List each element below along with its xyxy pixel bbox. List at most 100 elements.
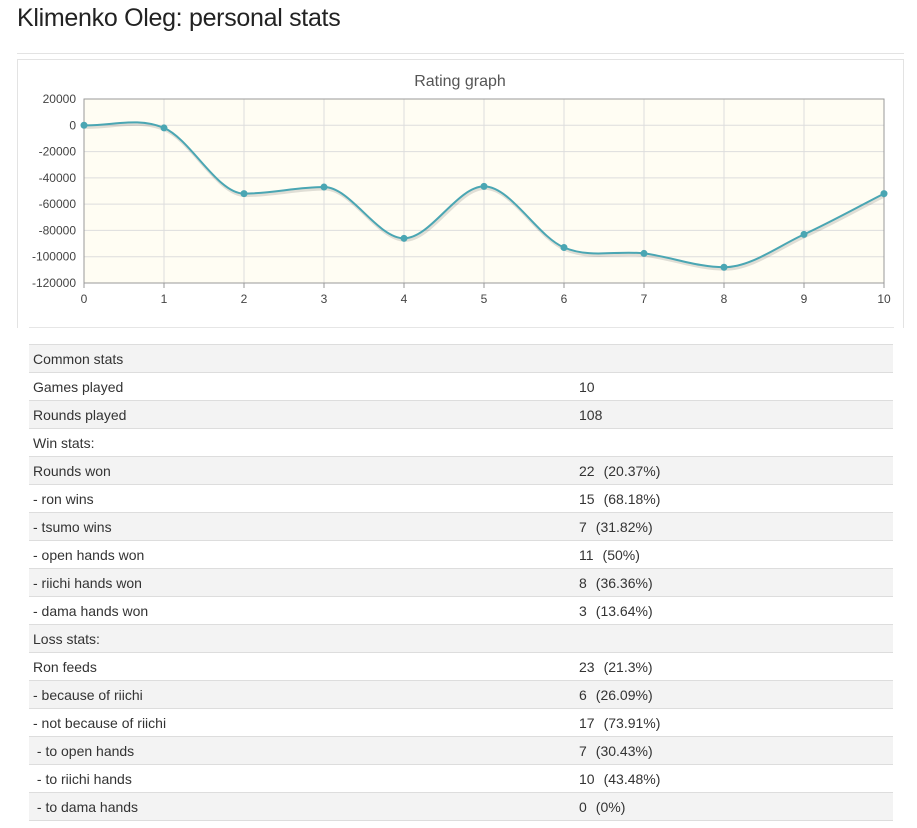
y-tick-label: -40000 (39, 171, 77, 185)
stat-value-cell: 0 (0%) (575, 792, 893, 821)
x-tick-label: 8 (721, 292, 728, 306)
stats-row: - tsumo wins 7 (31.82%) (29, 512, 893, 541)
stat-value-cell: 11 (50%) (575, 540, 893, 569)
x-tick-label: 1 (161, 292, 168, 306)
data-point (160, 124, 168, 132)
stats-row: - ron wins 15 (68.18%) (29, 484, 893, 513)
x-tick-label: 5 (481, 292, 488, 306)
stat-value-cell: 6 (26.09%) (575, 680, 893, 709)
stat-label-text: - dama hands won (33, 602, 149, 619)
stat-value: 108 (579, 406, 603, 423)
stat-value: 10 (579, 770, 595, 787)
stat-label-text: - tsumo wins (33, 518, 112, 535)
stat-percentage: (50%) (602, 546, 640, 563)
data-point (800, 230, 808, 238)
stats-table: Common stats Games played 10 Rounds played 1… (29, 344, 893, 821)
stat-percentage: (13.64%) (595, 602, 653, 619)
stat-percentage: (30.43%) (595, 742, 653, 759)
stats-row: Win stats: (29, 428, 893, 457)
stat-label: Rounds played (29, 400, 575, 429)
stat-value-cell: 7 (31.82%) (575, 512, 893, 541)
x-tick-label: 2 (241, 292, 248, 306)
stat-value-cell (575, 344, 893, 373)
stat-value: 7 (579, 518, 587, 535)
stat-label: - to open hands (29, 736, 575, 765)
stat-percentage: (36.36%) (595, 574, 653, 591)
y-tick-label: 0 (69, 118, 76, 132)
stat-label: - dama hands won (29, 596, 575, 625)
y-tick-label: 20000 (43, 92, 77, 106)
y-tick-label: -20000 (39, 145, 77, 159)
stat-value: 10 (579, 378, 595, 395)
stat-percentage: (68.18%) (603, 490, 661, 507)
stat-label-text: Ron feeds (33, 658, 97, 675)
stat-value-cell: 17 (73.91%) (575, 708, 893, 737)
y-tick-label: -80000 (39, 223, 77, 237)
page-title: Klimenko Oleg: personal stats (17, 4, 341, 32)
stat-label-text: - riichi hands won (33, 574, 142, 591)
stat-percentage: (73.91%) (603, 714, 661, 731)
stat-value-cell: 15 (68.18%) (575, 484, 893, 513)
stat-label: - riichi hands won (29, 568, 575, 597)
stats-row: - to dama hands 0 (0%) (29, 792, 893, 821)
x-tick-label: 3 (321, 292, 328, 306)
x-tick-label: 0 (81, 292, 88, 306)
stat-label: - not because of riichi (29, 708, 575, 737)
stat-label: Games played (29, 372, 575, 401)
stat-label: - open hands won (29, 540, 575, 569)
stat-label-text: - to riichi hands (33, 770, 132, 787)
stat-value-cell: 8 (36.36%) (575, 568, 893, 597)
y-tick-label: -60000 (39, 197, 77, 211)
stat-value: 7 (579, 742, 587, 759)
stat-value: 17 (579, 714, 595, 731)
stat-value-cell (575, 624, 893, 653)
chart-title: Rating graph (414, 73, 506, 90)
stat-value: 3 (579, 602, 587, 619)
stat-percentage: (20.37%) (603, 462, 661, 479)
y-tick-label: -100000 (32, 250, 76, 264)
stat-value: 15 (579, 490, 595, 507)
rating-graph-panel (17, 59, 904, 328)
stat-label: Ron feeds (29, 652, 575, 681)
stat-value-cell: 22 (20.37%) (575, 456, 893, 485)
stats-row: - not because of riichi 17 (73.91%) (29, 708, 893, 737)
stat-value-cell: 10 (43.48%) (575, 764, 893, 793)
stat-value: 8 (579, 574, 587, 591)
stat-label: - ron wins (29, 484, 575, 513)
stats-row: Rounds played 108 (29, 400, 893, 429)
data-point (240, 190, 248, 198)
data-point (480, 182, 488, 190)
data-point (400, 234, 408, 242)
stat-label: - to dama hands (29, 792, 575, 821)
stat-percentage: (26.09%) (595, 686, 653, 703)
x-tick-label: 10 (877, 292, 891, 306)
stat-value: 11 (579, 546, 594, 563)
data-point (720, 263, 728, 271)
stat-label-text: - because of riichi (33, 686, 143, 703)
y-tick-label: -120000 (32, 276, 76, 290)
stat-label-text: Games played (33, 378, 124, 395)
stats-row: - to riichi hands 10 (43.48%) (29, 764, 893, 793)
stats-row: - because of riichi 6 (26.09%) (29, 680, 893, 709)
stat-label-text: - open hands won (33, 546, 145, 563)
stat-label: Loss stats: (29, 624, 575, 653)
stat-value-cell: 7 (30.43%) (575, 736, 893, 765)
stats-row: - riichi hands won 8 (36.36%) (29, 568, 893, 597)
x-tick-label: 9 (801, 292, 808, 306)
stats-row: - to open hands 7 (30.43%) (29, 736, 893, 765)
stats-row: Ron feeds 23 (21.3%) (29, 652, 893, 681)
title-divider (17, 53, 904, 54)
stat-label: Win stats: (29, 428, 575, 457)
stat-value-cell: 108 (575, 400, 893, 429)
stats-row: Games played 10 (29, 372, 893, 401)
data-point (880, 190, 888, 198)
stat-value-cell (575, 428, 893, 457)
stat-label-text: - ron wins (33, 490, 94, 507)
stats-row: Loss stats: (29, 624, 893, 653)
stat-percentage: (0%) (595, 798, 626, 815)
stat-label: - to riichi hands (29, 764, 575, 793)
stat-label-text: - not because of riichi (33, 714, 167, 731)
data-point (320, 183, 328, 191)
stat-value-cell: 23 (21.3%) (575, 652, 893, 681)
stat-value-cell: 10 (575, 372, 893, 401)
